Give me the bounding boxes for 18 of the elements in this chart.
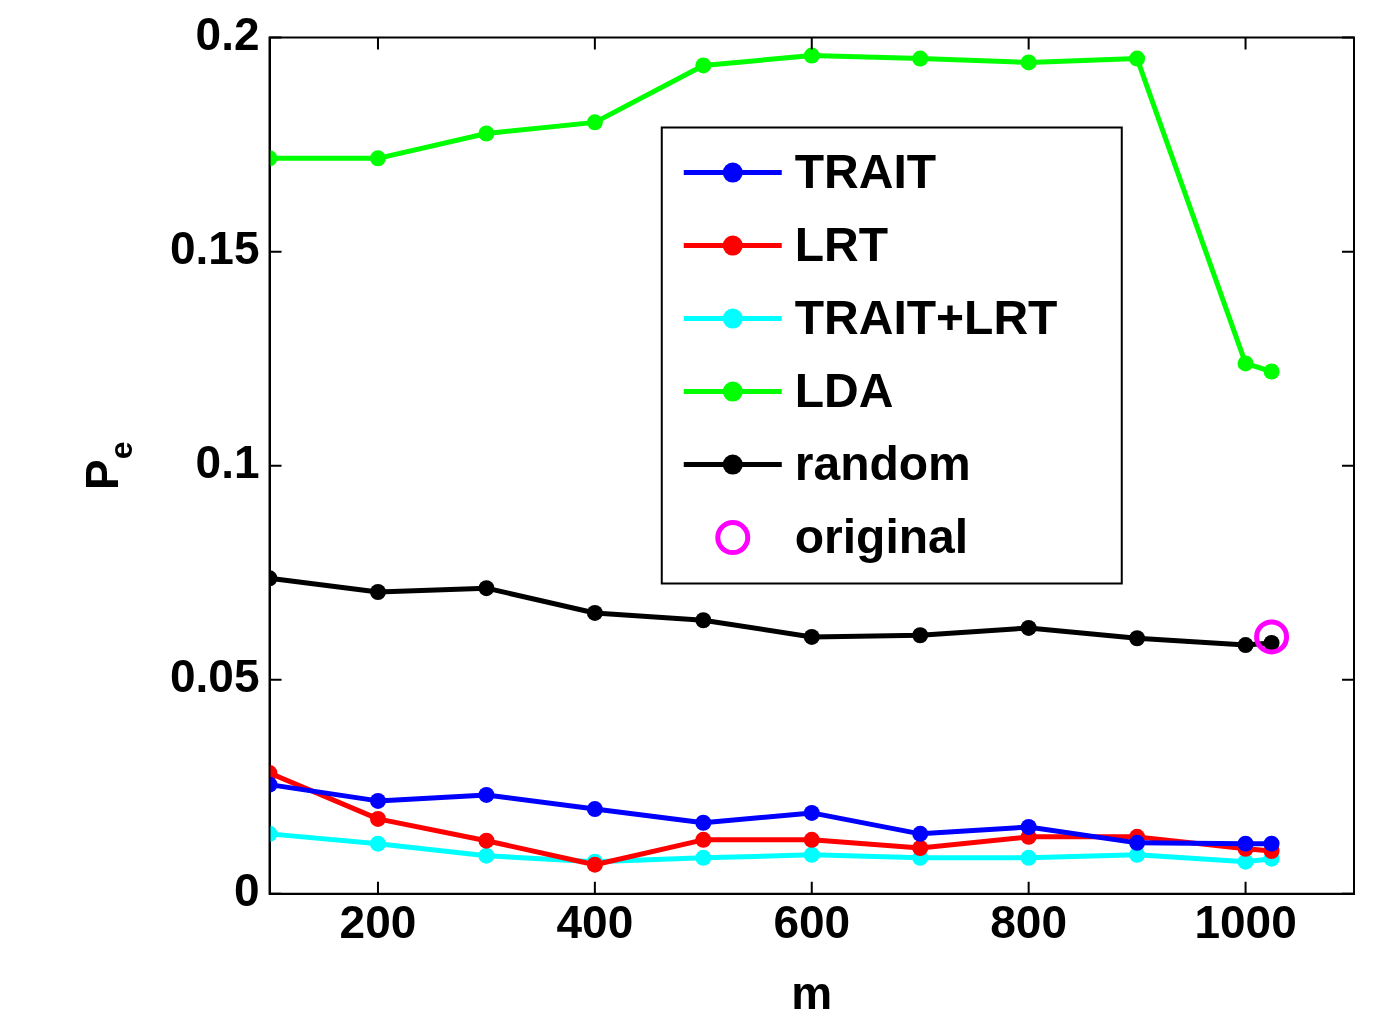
x-axis-title: m [791,967,833,1017]
legend-label: LRT [794,217,889,271]
y-tick-label: 0 [233,864,260,917]
y-axis-title: Pe [76,441,139,490]
legend-label: TRAIT+LRT [794,290,1058,344]
y-tick-label: 0.1 [195,436,260,489]
y-tick-label: 0.15 [170,222,260,275]
x-tick-label: 1000 [1194,896,1297,949]
legend-label: original [794,509,969,563]
x-tick-label: 200 [339,896,417,949]
y-tick-label: 0.05 [170,650,260,703]
legend-label: TRAIT [794,144,937,198]
x-tick-label: 800 [990,896,1068,949]
x-tick-label: 600 [773,896,851,949]
legend-label: random [794,436,971,490]
y-tick-label: 0.2 [195,8,260,61]
legend-label: LDA [794,363,894,417]
x-tick-label: 400 [556,896,634,949]
